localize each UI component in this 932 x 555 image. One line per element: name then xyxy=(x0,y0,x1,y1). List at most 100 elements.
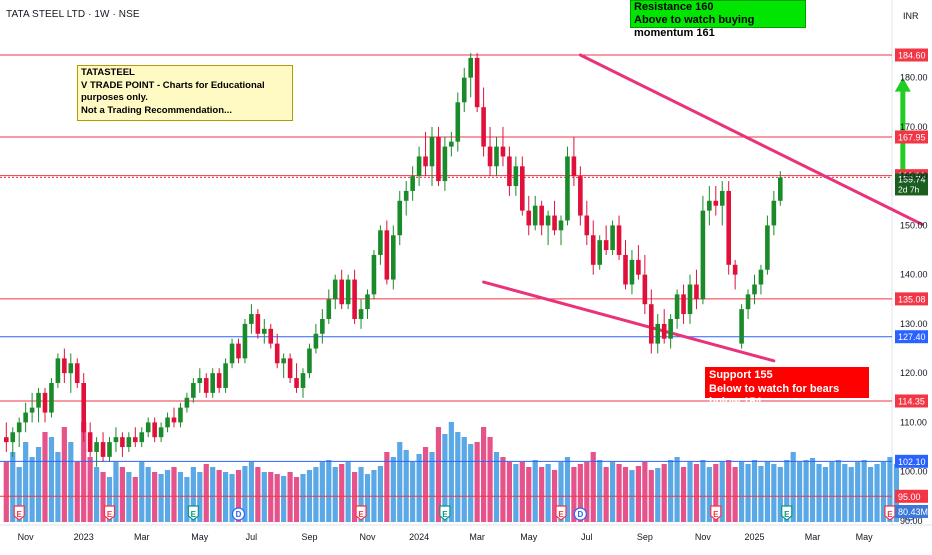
candle-body xyxy=(752,284,757,295)
volume-bar xyxy=(16,467,22,522)
candle-body xyxy=(287,358,293,379)
level-price-label: 167.95 xyxy=(898,133,926,143)
volume-bar xyxy=(745,464,751,522)
candle-body xyxy=(571,156,577,177)
volume-bar xyxy=(229,474,235,522)
event-marker-label: E xyxy=(442,510,448,519)
volume-bar xyxy=(35,447,42,522)
volume-bar xyxy=(597,460,603,522)
symbol-title[interactable]: TATA STEEL LTD · 1W · NSE xyxy=(6,9,140,20)
x-tick-label: May xyxy=(520,532,538,542)
candle-body xyxy=(139,432,145,443)
volume-bar xyxy=(616,464,622,522)
x-tick-label: Sep xyxy=(637,532,653,542)
volume-bar xyxy=(364,474,371,522)
candle-body xyxy=(429,136,435,167)
volume-bar xyxy=(545,464,551,522)
volume-bar xyxy=(758,466,764,522)
volume-bar xyxy=(481,427,487,522)
candle-body xyxy=(681,294,686,315)
candle-body xyxy=(687,284,693,315)
volume-bar xyxy=(106,477,113,522)
candle-body xyxy=(16,422,22,433)
event-marker-label: D xyxy=(236,510,242,519)
candle-body xyxy=(642,274,648,305)
candle-body xyxy=(249,314,254,324)
volume-bar xyxy=(268,472,274,522)
arrow-head xyxy=(894,77,911,92)
volume-bar xyxy=(487,437,493,522)
currency-label[interactable]: INR xyxy=(903,11,919,21)
candle-body xyxy=(590,235,596,265)
candle-body xyxy=(242,323,248,359)
volume-bar xyxy=(874,464,880,522)
candle-body xyxy=(268,328,274,344)
candle-body xyxy=(468,57,473,78)
volume-bar xyxy=(274,474,280,522)
volume-bar xyxy=(139,462,145,522)
candle-body xyxy=(152,422,157,438)
candle-body xyxy=(719,190,725,206)
volume-bar xyxy=(835,460,841,522)
event-marker-label: E xyxy=(107,510,113,519)
volume-bar xyxy=(132,477,138,522)
volume-bar xyxy=(3,462,9,522)
volume-bar xyxy=(558,462,564,522)
candle-body xyxy=(758,269,764,285)
candle-body xyxy=(603,240,609,251)
candle-body xyxy=(216,373,222,388)
candle-body xyxy=(62,358,67,374)
volume-bar xyxy=(822,467,829,522)
earnings-marker-icon xyxy=(439,505,451,521)
volume-bar xyxy=(500,457,506,522)
candle-body xyxy=(184,397,190,408)
event-marker-label: E xyxy=(558,510,564,519)
candle-body xyxy=(81,383,86,433)
volume-bar xyxy=(126,472,132,522)
candle-body xyxy=(178,407,183,423)
volume-bar xyxy=(326,460,332,522)
x-tick-label: 2024 xyxy=(409,532,429,542)
volume-label: 80.43M xyxy=(898,507,928,517)
candle-body xyxy=(597,240,602,265)
volume-bar xyxy=(158,474,164,522)
candle-body xyxy=(778,177,783,201)
candle-body xyxy=(300,373,306,388)
candle-body xyxy=(494,146,499,167)
candle-body xyxy=(700,210,706,300)
volume-bars xyxy=(3,422,899,522)
candle-body xyxy=(29,407,35,413)
candle-body xyxy=(236,343,241,359)
trendline xyxy=(482,280,776,363)
note-line: TATASTEEL xyxy=(81,67,135,78)
volume-bar xyxy=(210,467,216,522)
x-tick-label: Jul xyxy=(581,532,593,542)
x-axis[interactable]: Nov 2023 Mar May Jul Sep Nov 2024 Mar May Jul Sep No… xyxy=(18,532,874,542)
candle-body xyxy=(507,156,512,187)
candle-body xyxy=(623,254,628,285)
x-tick-label: Mar xyxy=(805,532,821,542)
volume-bar xyxy=(190,467,196,522)
volume-bar xyxy=(732,467,738,522)
candle-body xyxy=(107,442,112,457)
x-tick-label: Nov xyxy=(359,532,376,542)
candle-body xyxy=(4,437,9,443)
candle-body xyxy=(668,318,673,339)
resistance-line: Resistance 160 xyxy=(634,1,714,13)
dividend-marker-icon xyxy=(573,507,587,521)
volume-bar xyxy=(81,422,87,522)
event-marker-label: D xyxy=(577,510,583,519)
candle-body xyxy=(307,348,312,374)
volume-bar xyxy=(397,442,403,522)
volume-bar xyxy=(816,464,822,522)
candle-body xyxy=(610,225,615,251)
volume-bar xyxy=(803,460,809,522)
candles xyxy=(4,53,783,467)
volume-bar xyxy=(493,452,500,522)
y-axis[interactable]: 184.60167.95160.10135.08127.40114.35102.… xyxy=(895,48,928,526)
volume-bar xyxy=(590,452,596,522)
volume-bar xyxy=(777,467,783,522)
earnings-marker-icon xyxy=(555,505,567,521)
